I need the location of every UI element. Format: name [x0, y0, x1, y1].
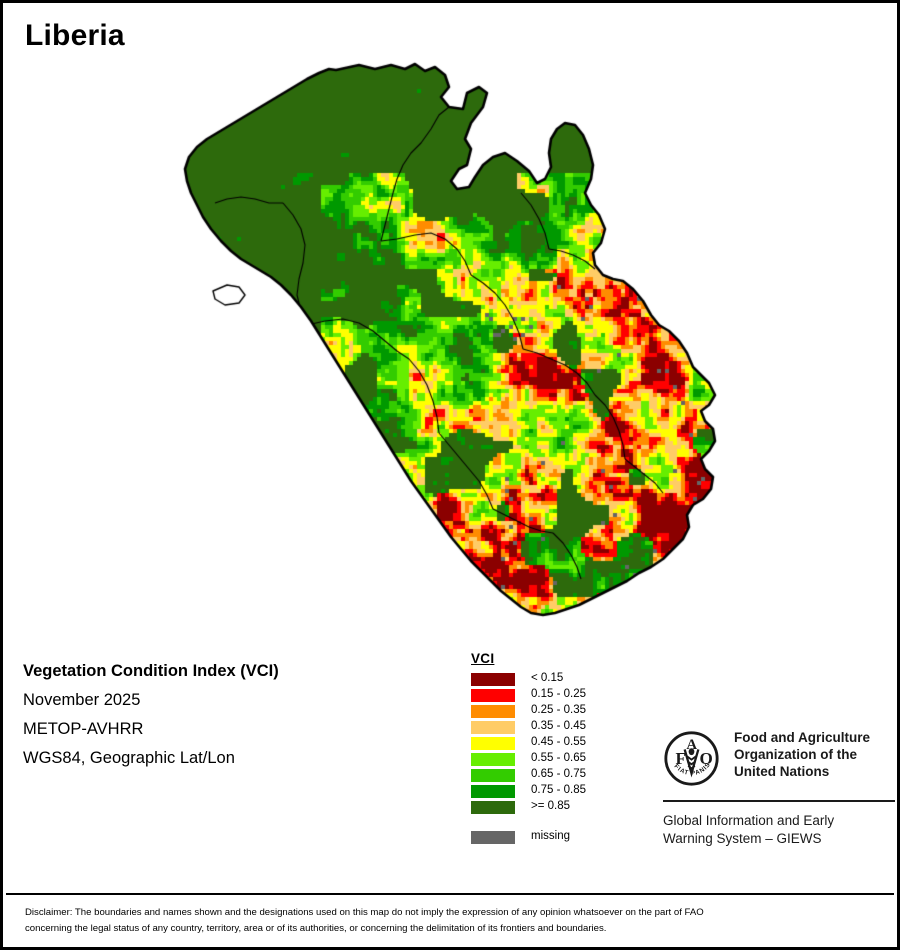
legend-label: 0.35 - 0.45 [531, 720, 586, 733]
legend-item: 0.65 - 0.75 [471, 767, 651, 783]
legend-title: VCI [471, 651, 495, 666]
fao-name-line1: Food and Agriculture [734, 730, 870, 745]
fao-organization-name: Food and Agriculture Organization of the… [734, 729, 870, 780]
legend-swatch [471, 688, 515, 702]
legend-label: 0.25 - 0.35 [531, 704, 586, 717]
giews-label: Global Information and Early Warning Sys… [663, 812, 895, 848]
page-title: Liberia [25, 19, 125, 52]
disclaimer-line2: concerning the legal status of any count… [25, 923, 607, 934]
legend-swatch [471, 800, 515, 814]
fao-name-line2: Organization of the [734, 747, 857, 762]
legend-item: < 0.15 [471, 671, 651, 687]
svg-text:O: O [699, 749, 712, 768]
fao-divider [663, 800, 895, 802]
svg-text:A: A [686, 737, 697, 753]
legend-item: 0.15 - 0.25 [471, 687, 651, 703]
legend-label: 0.45 - 0.55 [531, 736, 586, 749]
legend-swatch [471, 736, 515, 750]
giews-line1: Global Information and Early [663, 813, 835, 828]
legend-swatch [471, 720, 515, 734]
giews-line2: Warning System – GIEWS [663, 831, 822, 846]
metadata-projection: WGS84, Geographic Lat/Lon [23, 749, 235, 767]
disclaimer-divider [6, 893, 894, 895]
metadata-sensor: METOP-AVHRR [23, 720, 144, 738]
legend-label: >= 0.85 [531, 800, 571, 813]
legend-swatch [471, 768, 515, 782]
map-canvas-container[interactable] [153, 53, 753, 643]
legend-swatch [471, 672, 515, 686]
legend-item: 0.75 - 0.85 [471, 783, 651, 799]
legend-item: 0.45 - 0.55 [471, 735, 651, 751]
vci-legend: VCI < 0.15 0.15 - 0.25 0.25 - 0.35 0.35 … [471, 651, 651, 845]
legend-item: >= 0.85 [471, 799, 651, 815]
legend-swatch [471, 784, 515, 798]
metadata-period: November 2025 [23, 691, 141, 709]
legend-label: < 0.15 [531, 672, 564, 685]
svg-text:F: F [676, 749, 686, 768]
fao-emblem-icon: F A O FIAT PANIS [663, 730, 720, 787]
map-metadata: Vegetation Condition Index (VCI) Novembe… [23, 657, 443, 773]
legend-item: 0.35 - 0.45 [471, 719, 651, 735]
legend-swatch [471, 704, 515, 718]
metadata-product: Vegetation Condition Index (VCI) [23, 662, 279, 680]
legend-swatch-missing [471, 830, 515, 844]
disclaimer-line1: Disclaimer: The boundaries and names sho… [25, 907, 704, 918]
legend-item: 0.25 - 0.35 [471, 703, 651, 719]
legend-item-missing: missing [471, 829, 651, 845]
legend-label: 0.75 - 0.85 [531, 784, 586, 797]
fao-branding: F A O FIAT PANIS Food and Agriculture Or… [663, 729, 895, 848]
legend-label-missing: missing [531, 830, 570, 843]
legend-label: 0.55 - 0.65 [531, 752, 586, 765]
vci-raster-map[interactable] [153, 53, 753, 643]
disclaimer-text: Disclaimer: The boundaries and names sho… [25, 905, 881, 937]
legend-swatch [471, 752, 515, 766]
legend-item: 0.55 - 0.65 [471, 751, 651, 767]
legend-label: 0.15 - 0.25 [531, 688, 586, 701]
fao-name-line3: United Nations [734, 764, 830, 779]
fao-logo-row: F A O FIAT PANIS Food and Agriculture Or… [663, 729, 895, 787]
legend-label: 0.65 - 0.75 [531, 768, 586, 781]
